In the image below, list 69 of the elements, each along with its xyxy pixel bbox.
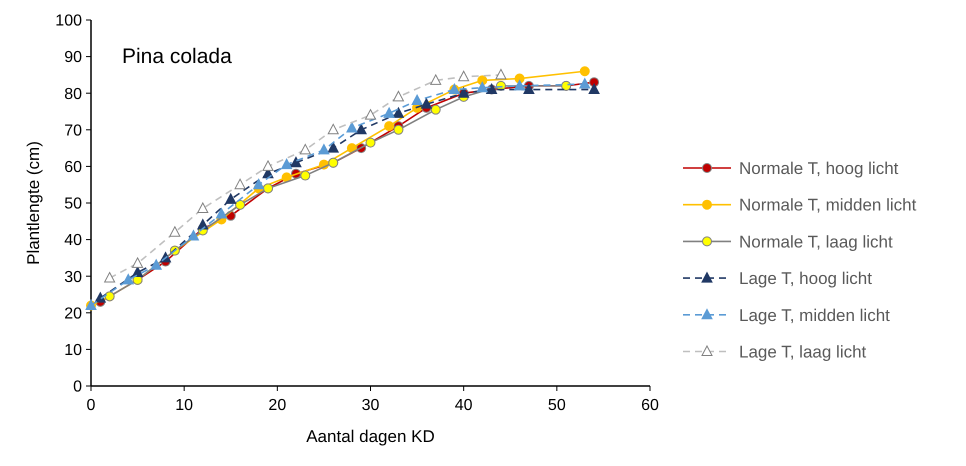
- point: [104, 272, 116, 283]
- point: [356, 124, 367, 134]
- y-tick-label: 80: [64, 86, 82, 103]
- point: [328, 142, 339, 153]
- legend-label: Lage T, laag licht: [739, 342, 867, 362]
- y-axis-title: Plantlengte (cm): [24, 141, 43, 265]
- point: [262, 160, 274, 171]
- y-tick-label: 20: [64, 305, 82, 322]
- point: [458, 70, 470, 82]
- y-tick-label: 70: [64, 122, 82, 140]
- point: [346, 122, 358, 132]
- y-tick-label: 10: [64, 342, 82, 359]
- point: [580, 66, 590, 76]
- point: [216, 208, 227, 218]
- x-tick-label: 60: [641, 397, 659, 414]
- y-tick-label: 100: [55, 12, 82, 30]
- legend-label: Normale T, midden licht: [739, 196, 917, 215]
- point: [476, 82, 488, 92]
- point: [300, 170, 310, 181]
- point: [234, 178, 246, 190]
- point: [430, 104, 441, 115]
- point: [300, 144, 311, 154]
- point: [225, 193, 236, 204]
- point: [318, 144, 330, 154]
- y-tick-label: 60: [64, 159, 82, 176]
- x-tick-label: 30: [362, 397, 380, 414]
- point: [281, 158, 292, 170]
- point: [169, 226, 180, 237]
- point: [122, 274, 134, 284]
- point: [495, 68, 506, 80]
- y-tick-label: 30: [64, 268, 82, 286]
- point: [132, 257, 144, 268]
- point: [253, 178, 264, 190]
- point: [150, 259, 162, 270]
- point: [384, 107, 395, 118]
- x-tick-label: 0: [86, 397, 96, 414]
- point: [290, 156, 302, 168]
- x-tick-label: 10: [175, 397, 194, 414]
- point: [588, 84, 600, 94]
- x-tick-label: 40: [454, 397, 473, 414]
- text: Pina colada: [122, 45, 232, 68]
- point: [365, 109, 376, 120]
- legend-label: Normale T, laag licht: [739, 232, 893, 252]
- legend-label: Lage T, hoog licht: [739, 269, 872, 288]
- point: [366, 138, 376, 148]
- y-tick-label: 50: [64, 196, 82, 213]
- point: [523, 84, 534, 94]
- y-tick-label: 90: [64, 49, 82, 66]
- x-axis-title: Aantal dagen KD: [306, 427, 435, 446]
- point: [197, 202, 208, 213]
- point: [430, 74, 442, 85]
- point: [282, 172, 292, 182]
- point: [514, 80, 526, 90]
- y-tick-label: 0: [73, 378, 82, 396]
- point: [579, 78, 590, 89]
- point: [328, 124, 339, 134]
- x-tick-label: 50: [548, 397, 566, 414]
- point: [420, 98, 432, 109]
- point: [412, 94, 423, 106]
- legend-label: Normale T, hoog licht: [739, 158, 899, 178]
- point: [235, 200, 246, 210]
- point: [392, 107, 404, 118]
- point: [393, 124, 404, 135]
- y-tick-label: 40: [64, 232, 82, 250]
- point: [392, 90, 404, 102]
- point: [188, 230, 199, 240]
- legend-label: Lage T, midden licht: [739, 306, 890, 325]
- point: [384, 121, 394, 132]
- x-tick-label: 20: [268, 397, 286, 414]
